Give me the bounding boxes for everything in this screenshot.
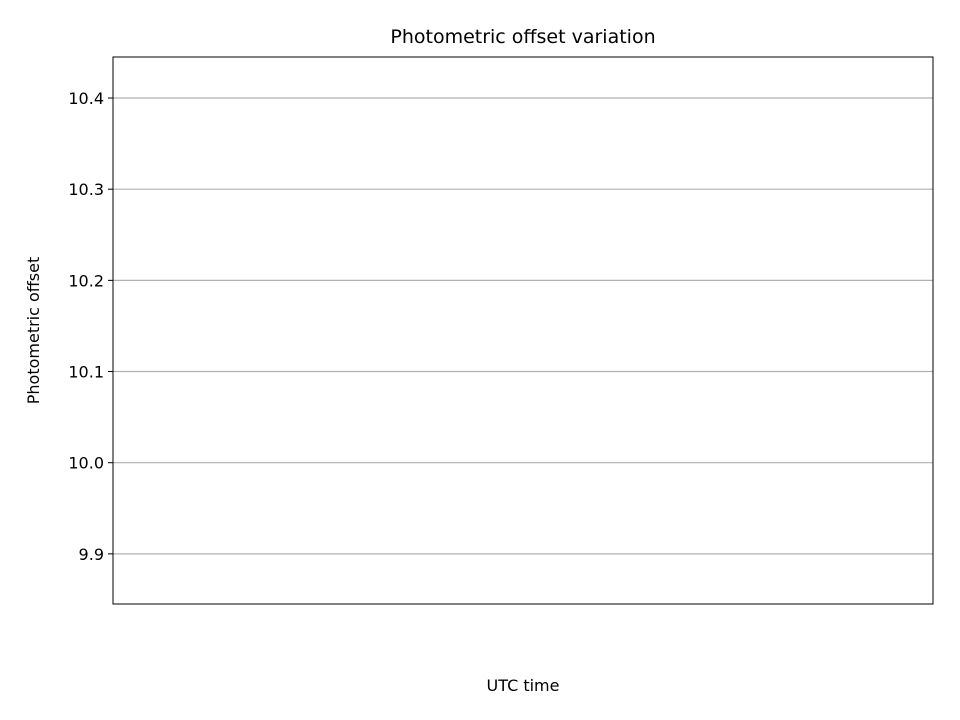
plot-frame (112, 56, 934, 605)
y-tick-label: 10.1 (68, 363, 104, 382)
chart-title: Photometric offset variation (390, 26, 655, 48)
axis-ticks: 04:3804:4804:5805:0805:1805:289.910.010.… (68, 89, 113, 564)
y-axis-label: Photometric offset (24, 257, 43, 405)
y-tick-label: 10.0 (68, 454, 104, 473)
y-tick-label: 10.4 (68, 89, 104, 108)
grid-lines (113, 97, 933, 555)
y-tick-label: 10.2 (68, 271, 104, 290)
x-axis-label: UTC time (487, 676, 560, 695)
y-tick-label: 10.3 (68, 180, 104, 199)
y-tick-label: 9.9 (79, 545, 104, 564)
